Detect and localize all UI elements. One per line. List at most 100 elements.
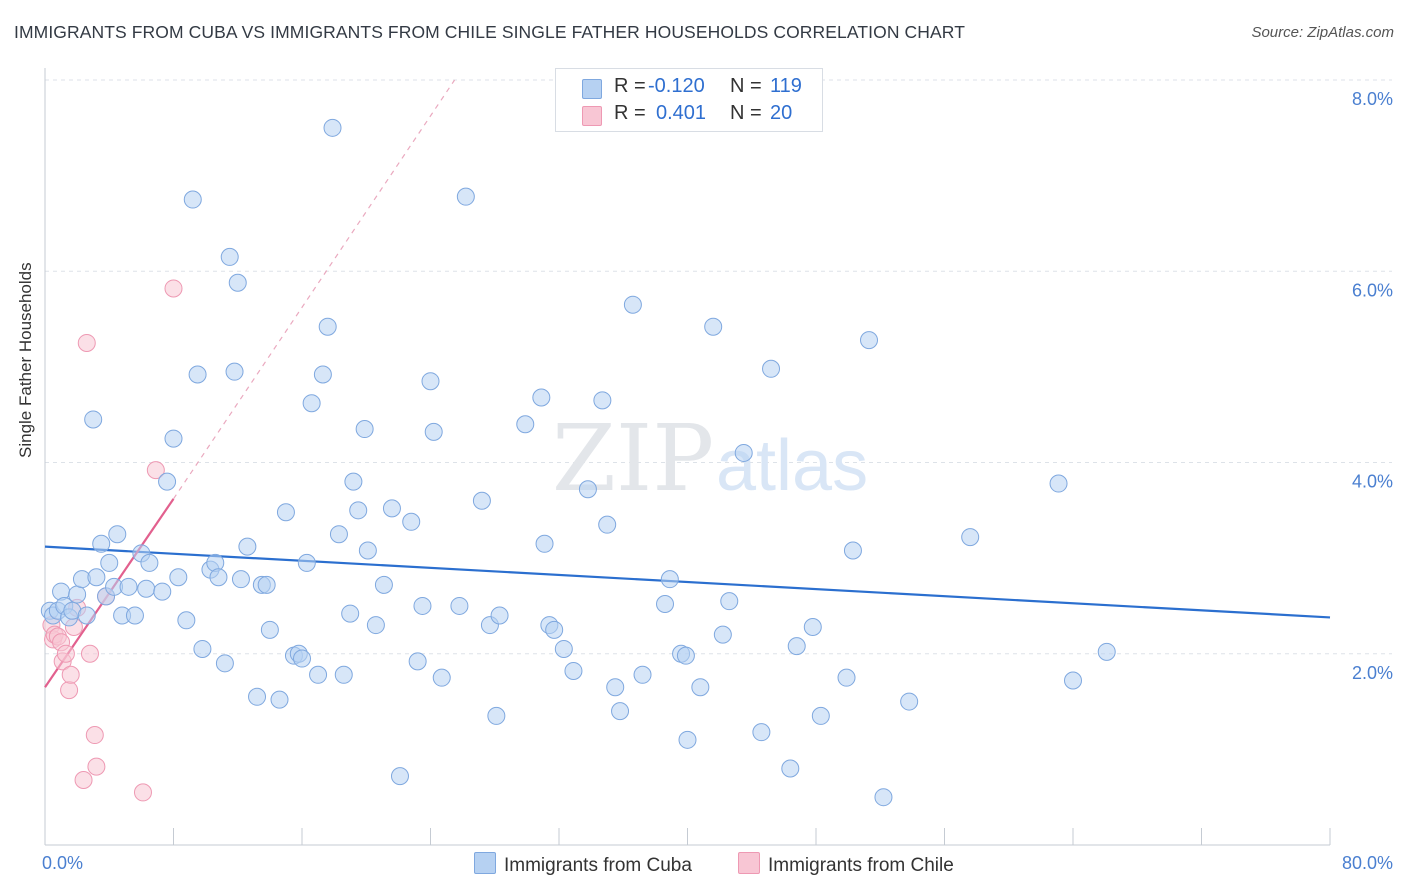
point-chile <box>77 333 96 352</box>
point-cuba <box>231 570 250 589</box>
point-cuba <box>355 420 374 439</box>
y-tick-label: 4.0% <box>1352 472 1393 492</box>
point-cuba <box>260 620 279 639</box>
legend-n-label: N = <box>730 102 762 124</box>
point-cuba <box>390 767 409 786</box>
trend-line-cuba <box>44 545 1331 619</box>
point-cuba <box>623 295 642 314</box>
y-tick-label: 6.0% <box>1352 280 1393 300</box>
point-chile <box>133 783 152 802</box>
point-cuba <box>633 665 652 684</box>
point-cuba <box>432 668 451 687</box>
point-cuba <box>220 247 239 266</box>
cuba-points <box>40 118 1116 807</box>
point-cuba <box>169 568 188 587</box>
point-chile <box>80 644 99 663</box>
point-cuba <box>323 118 342 137</box>
point-cuba <box>762 359 781 378</box>
bottom-legend-cuba: Immigrants from Cuba <box>474 852 692 877</box>
point-cuba <box>408 652 427 671</box>
point-cuba <box>1049 474 1068 493</box>
y-tick-label: 2.0% <box>1352 663 1393 683</box>
point-cuba <box>87 568 106 587</box>
point-cuba <box>787 637 806 656</box>
point-cuba <box>961 528 980 547</box>
point-cuba <box>119 577 138 596</box>
point-cuba <box>516 415 535 434</box>
bottom-legend-swatch-cuba <box>474 852 496 874</box>
point-cuba <box>532 388 551 407</box>
watermark-zip: ZIP <box>552 405 714 512</box>
legend-row-cuba: R = -0.120 N = 119 <box>556 73 822 101</box>
legend-n-value-cuba: 119 <box>770 75 802 97</box>
point-cuba <box>382 499 401 518</box>
grid <box>45 79 1392 655</box>
point-cuba <box>68 585 87 604</box>
legend-swatch-cuba <box>582 79 602 99</box>
point-cuba <box>704 317 723 336</box>
point-cuba <box>545 620 564 639</box>
point-cuba <box>158 472 177 491</box>
legend-swatch-chile <box>582 106 602 126</box>
x-tick-label-max: 80.0% <box>1342 853 1393 873</box>
point-chile <box>61 665 80 684</box>
point-cuba <box>472 491 491 510</box>
point-cuba <box>1064 671 1082 690</box>
point-cuba <box>366 616 385 635</box>
point-cuba <box>564 661 583 680</box>
point-cuba <box>297 553 316 572</box>
correlation-legend: R = -0.120 N = 119 R = 0.401 N = 20 <box>555 68 823 132</box>
point-cuba <box>611 702 630 721</box>
point-cuba <box>660 570 679 589</box>
point-cuba <box>374 575 393 594</box>
point-cuba <box>424 422 443 441</box>
point-chile <box>164 279 183 298</box>
legend-n-value-chile: 20 <box>770 102 793 124</box>
legend-r-value-cuba: -0.120 <box>648 75 705 97</box>
point-cuba <box>598 515 617 534</box>
point-cuba <box>183 190 202 209</box>
legend-r-label: R = <box>614 75 646 97</box>
point-cuba <box>837 668 856 687</box>
point-cuba <box>341 604 360 623</box>
point-cuba <box>209 568 228 587</box>
point-chile <box>146 461 165 480</box>
point-cuba <box>293 649 311 668</box>
bottom-legend-label-cuba: Immigrants from Cuba <box>504 855 692 876</box>
point-cuba <box>843 541 862 560</box>
tick-labels: 2.0% 4.0% 6.0% 8.0% 0.0% 80.0% <box>42 89 1393 873</box>
point-chile <box>85 726 104 745</box>
point-cuba <box>781 759 800 778</box>
point-cuba <box>402 512 421 531</box>
point-cuba <box>329 525 348 544</box>
point-chile <box>60 681 79 700</box>
point-cuba <box>1097 642 1116 661</box>
point-cuba <box>349 501 368 520</box>
point-cuba <box>752 723 771 742</box>
point-cuba <box>100 553 119 572</box>
point-cuba <box>421 372 440 391</box>
point-cuba <box>874 788 893 807</box>
point-cuba <box>108 525 127 544</box>
bottom-legend-swatch-chile <box>738 852 760 874</box>
point-cuba <box>225 362 244 381</box>
point-cuba <box>193 639 212 658</box>
point-cuba <box>228 273 247 292</box>
point-cuba <box>248 687 267 706</box>
trend-lines <box>44 79 1331 688</box>
point-cuba <box>270 690 289 709</box>
point-chile <box>56 644 75 663</box>
point-cuba <box>720 592 739 611</box>
point-cuba <box>860 331 879 350</box>
y-tick-label: 8.0% <box>1352 89 1393 109</box>
point-cuba <box>450 596 469 615</box>
point-cuba <box>164 429 183 448</box>
point-cuba <box>238 537 257 556</box>
legend-row-chile: R = 0.401 N = 20 <box>556 100 822 128</box>
point-cuba <box>318 317 337 336</box>
point-cuba <box>578 480 597 499</box>
point-cuba <box>487 706 506 725</box>
point-cuba <box>125 606 144 625</box>
point-cuba <box>302 394 321 413</box>
